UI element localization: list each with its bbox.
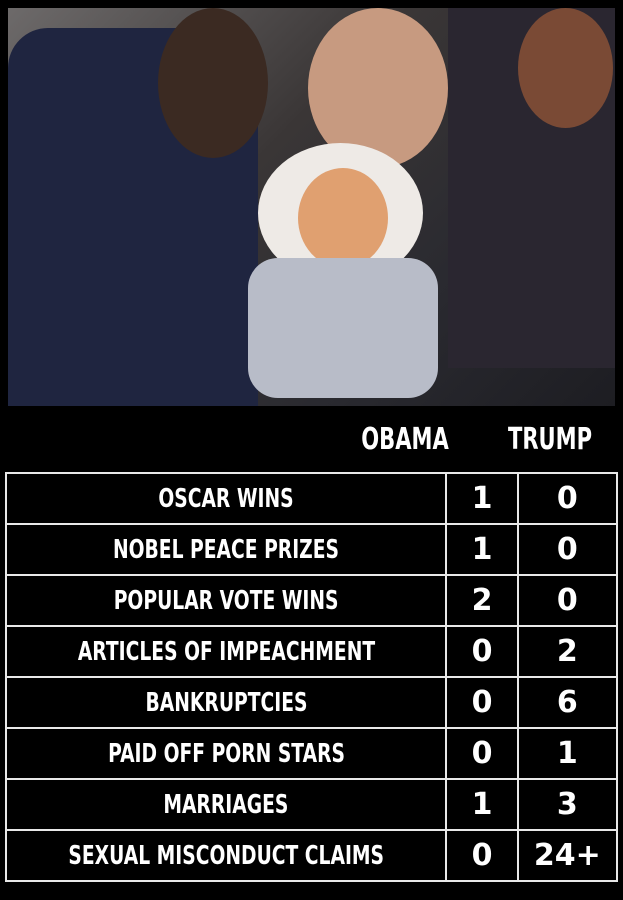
row-label-text: SEXUAL MISCONDUCT CLAIMS — [68, 840, 385, 871]
table-row: SEXUAL MISCONDUCT CLAIMS 0 24+ — [4, 829, 619, 882]
trump-value: 6 — [516, 676, 619, 729]
obama-value: 0 — [445, 625, 519, 678]
comparison-table: OSCAR WINS 1 0 NOBEL PEACE PRIZES 1 0 POPU… — [4, 472, 619, 882]
table-row: POPULAR VOTE WINS 2 0 — [4, 574, 619, 627]
row-label: SEXUAL MISCONDUCT CLAIMS — [4, 829, 448, 882]
table-row: NOBEL PEACE PRIZES 1 0 — [4, 523, 619, 576]
obama-value: 1 — [445, 523, 519, 576]
row-label-text: ARTICLES OF IMPEACHMENT — [77, 636, 375, 667]
baby-face — [298, 168, 388, 268]
table-row: ARTICLES OF IMPEACHMENT 0 2 — [4, 625, 619, 678]
obama-value: 1 — [445, 472, 519, 525]
row-label: PAID OFF PORN STARS — [4, 727, 448, 780]
obama-value: 2 — [445, 574, 519, 627]
row-label-text: PAID OFF PORN STARS — [107, 738, 345, 769]
row-label-text: POPULAR VOTE WINS — [113, 585, 339, 616]
photo-crowd-baby — [8, 8, 615, 406]
row-label-text: NOBEL PEACE PRIZES — [113, 534, 340, 565]
table-row: BANKRUPTCIES 0 6 — [4, 676, 619, 729]
trump-value: 0 — [516, 523, 619, 576]
baby-carrier — [248, 258, 438, 398]
row-label-text: OSCAR WINS — [158, 483, 294, 514]
obama-value: 0 — [445, 727, 519, 780]
man-head — [158, 8, 268, 158]
woman — [308, 8, 448, 168]
obama-value: 0 — [445, 676, 519, 729]
table-row: PAID OFF PORN STARS 0 1 — [4, 727, 619, 780]
column-header-obama: OBAMA — [361, 421, 449, 457]
trump-value: 1 — [516, 727, 619, 780]
trump-value: 3 — [516, 778, 619, 831]
table-row: OSCAR WINS 1 0 — [4, 472, 619, 525]
row-label: BANKRUPTCIES — [4, 676, 448, 729]
obama-value: 1 — [445, 778, 519, 831]
trump-value: 0 — [516, 574, 619, 627]
trump-value: 0 — [516, 472, 619, 525]
woman-right-face — [518, 8, 613, 128]
column-header-trump: TRUMP — [507, 421, 593, 457]
row-label: OSCAR WINS — [4, 472, 448, 525]
row-label-text: MARRIAGES — [163, 789, 289, 820]
row-label: ARTICLES OF IMPEACHMENT — [4, 625, 448, 678]
table-row: MARRIAGES 1 3 — [4, 778, 619, 831]
trump-value: 24+ — [516, 829, 619, 882]
row-label: NOBEL PEACE PRIZES — [4, 523, 448, 576]
row-label: MARRIAGES — [4, 778, 448, 831]
obama-value: 0 — [445, 829, 519, 882]
row-label-text: BANKRUPTCIES — [145, 687, 308, 718]
trump-value: 2 — [516, 625, 619, 678]
row-label: POPULAR VOTE WINS — [4, 574, 448, 627]
